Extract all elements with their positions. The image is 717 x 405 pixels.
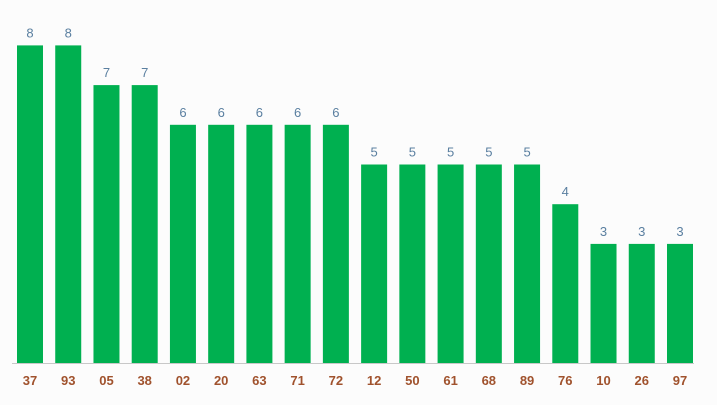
bar-26 [628,243,655,363]
value-label-71: 6 [294,105,301,120]
value-label-72: 6 [332,105,339,120]
value-label-05: 7 [103,65,110,80]
bar-93 [55,45,82,364]
value-label-26: 3 [638,224,645,239]
bar-37 [17,45,43,364]
x-tick-label-37: 37 [23,373,37,388]
bar-61 [437,164,464,363]
bar-89 [514,164,541,363]
value-label-38: 7 [141,65,148,80]
bars-layer [17,45,693,364]
bar-38 [131,85,158,363]
x-tick-label-50: 50 [405,373,419,388]
value-label-12: 5 [371,145,378,160]
bar-10 [590,243,617,363]
value-label-63: 6 [256,105,263,120]
bar-76 [552,204,579,363]
x-tick-label-93: 93 [61,373,75,388]
bar-12 [361,164,388,363]
value-label-10: 3 [600,224,607,239]
x-tick-labels-layer: 37 93 05 38 02 20 63 71 72 12 50 61 68 89 76 10 26 97 [23,373,687,388]
bar-63 [246,124,273,363]
x-tick-label-71: 71 [290,373,304,388]
bar-20 [208,124,235,363]
x-tick-label-68: 68 [482,373,496,388]
bar-05 [93,85,120,363]
value-label-37: 8 [26,25,33,40]
value-label-50: 5 [409,145,416,160]
x-tick-label-12: 12 [367,373,381,388]
x-tick-label-10: 10 [596,373,610,388]
x-tick-label-05: 05 [99,373,113,388]
x-tick-label-38: 38 [137,373,151,388]
bar-72 [322,124,349,363]
x-tick-label-63: 63 [252,373,266,388]
value-label-20: 6 [218,105,225,120]
x-tick-label-26: 26 [635,373,649,388]
value-label-61: 5 [447,145,454,160]
bar-68 [475,164,502,363]
bar-71 [284,124,311,363]
bar-97 [667,243,693,363]
x-tick-label-97: 97 [673,373,687,388]
x-tick-label-72: 72 [329,373,343,388]
value-label-93: 8 [65,25,72,40]
value-label-97: 3 [676,224,683,239]
x-tick-label-61: 61 [443,373,457,388]
value-labels-layer: 8 8 7 7 6 6 6 6 6 5 5 5 5 5 4 3 3 3 [26,25,683,239]
x-tick-label-20: 20 [214,373,228,388]
value-label-89: 5 [523,145,530,160]
value-label-02: 6 [179,105,186,120]
x-tick-label-02: 02 [176,373,190,388]
bar-02 [169,124,196,363]
value-label-76: 4 [562,184,569,199]
value-label-68: 5 [485,145,492,160]
bar-50 [399,164,426,363]
x-tick-label-76: 76 [558,373,572,388]
x-tick-label-89: 89 [520,373,534,388]
